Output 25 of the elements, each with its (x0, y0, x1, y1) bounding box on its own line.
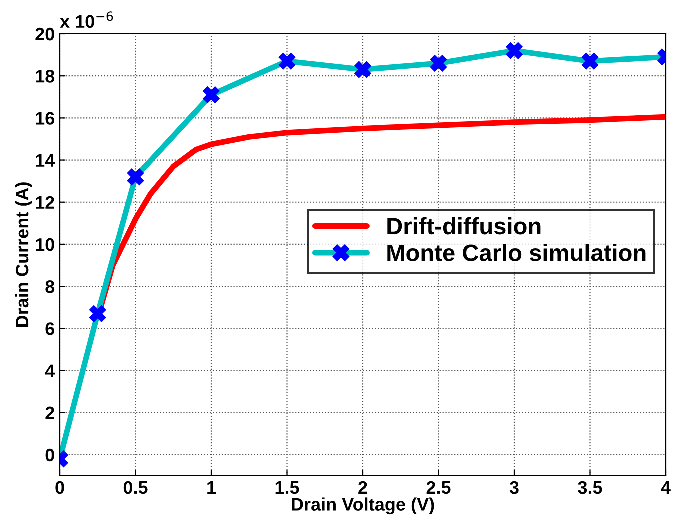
legend-label: Drift-diffusion (388, 217, 541, 235)
legend-label: Monte Carlo simulation (388, 244, 646, 262)
y-tick-label: 4 (45, 364, 56, 378)
y-tick-label: 0 (46, 448, 54, 462)
y-tick-label: 20 (36, 28, 54, 41)
x-tick-label: 3 (510, 481, 519, 494)
x-tick-label: 2 (358, 481, 368, 494)
y-tick-label: 18 (36, 70, 55, 83)
y-tick-label: 10 (36, 238, 54, 252)
y-tick-label: 6 (46, 322, 54, 336)
x-axis-title: Drain Voltage (V) (292, 498, 434, 515)
y-tick-label: 2 (46, 406, 54, 420)
x-tick-label: 4 (661, 482, 671, 494)
x-tick-label: 2.5 (426, 481, 451, 494)
text: x 10$^{−6}$ (60, 12, 114, 28)
x-tick-label: 0.5 (124, 481, 148, 494)
y-tick-label: 14 (36, 154, 56, 167)
x-tick-label: 1.5 (276, 482, 300, 494)
x-tick-label: 3.5 (578, 481, 602, 494)
x-tick-label: 0 (56, 481, 64, 494)
y-tick-label: 12 (36, 196, 54, 209)
y-tick-label: 16 (36, 112, 54, 125)
y-axis-title: Drain Current (A) (15, 182, 32, 328)
y-tick-label: 8 (46, 280, 55, 294)
x-tick-label: 1 (208, 482, 216, 494)
